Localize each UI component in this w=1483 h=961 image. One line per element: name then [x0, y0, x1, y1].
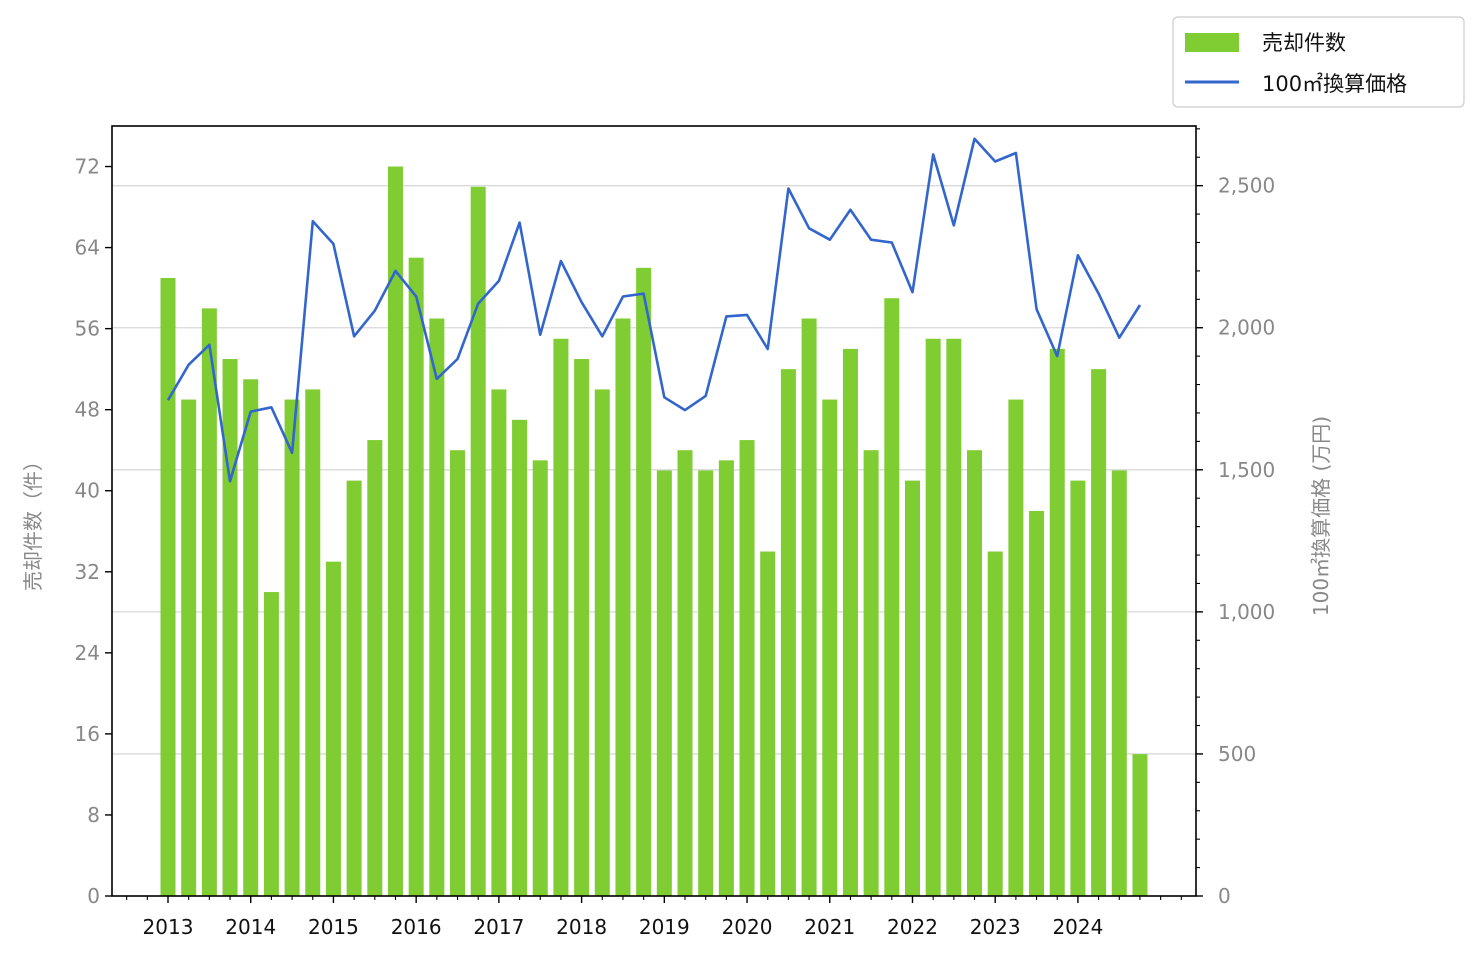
x-tick-label: 2021 [804, 915, 855, 939]
x-tick-label: 2023 [970, 915, 1021, 939]
left-tick-label: 24 [75, 641, 100, 665]
right-tick-label: 2,500 [1218, 174, 1275, 198]
bar [739, 440, 755, 896]
bar [863, 450, 879, 896]
bar [387, 166, 403, 897]
bar [760, 551, 776, 896]
bar [491, 389, 507, 896]
left-tick-label: 72 [75, 155, 100, 179]
bar [1029, 511, 1045, 896]
bar [822, 399, 838, 896]
bar [1091, 369, 1107, 896]
bar [1049, 348, 1065, 896]
x-tick-label: 2015 [308, 915, 359, 939]
bar [925, 338, 941, 896]
x-tick-label: 2020 [722, 915, 773, 939]
x-tick-label: 2022 [887, 915, 938, 939]
bar [1008, 399, 1024, 896]
bar [512, 419, 528, 896]
bar [429, 318, 445, 896]
bar [450, 450, 466, 896]
x-tick-label: 2016 [391, 915, 442, 939]
bar [967, 450, 983, 896]
left-tick-label: 56 [75, 317, 100, 341]
x-tick-label: 2019 [639, 915, 690, 939]
bar [780, 369, 796, 896]
bar [160, 277, 176, 896]
bar [367, 440, 383, 896]
legend-label-line: 100㎡換算価格 [1262, 72, 1407, 96]
bar [532, 460, 548, 896]
bar [1111, 470, 1127, 896]
series-line [166, 137, 1142, 483]
legend: 売却件数 100㎡換算価格 [1172, 16, 1465, 108]
legend-box [1172, 16, 1465, 108]
x-tick-label: 2014 [225, 915, 276, 939]
bar [305, 389, 321, 896]
bar [718, 460, 734, 896]
bar [698, 470, 714, 896]
bar [615, 318, 631, 896]
bar [222, 359, 238, 896]
right-tick-label: 2,000 [1218, 316, 1275, 340]
x-tick-label: 2017 [473, 915, 524, 939]
bar-series [160, 166, 1148, 897]
left-tick-label: 64 [75, 236, 100, 260]
bar [987, 551, 1003, 896]
bar [346, 480, 362, 896]
plot-frame [111, 125, 1197, 897]
bar [1070, 480, 1086, 896]
bar [1132, 754, 1148, 896]
right-tick-label: 0 [1218, 884, 1231, 908]
bar [574, 359, 590, 896]
bar [677, 450, 693, 896]
bar [884, 298, 900, 897]
x-tick-label: 2013 [143, 915, 194, 939]
bar [408, 257, 424, 896]
bar [263, 592, 279, 896]
left-tick-label: 32 [75, 560, 100, 584]
x-axis: 2013 2014 2015 2016 2017 2018 2019 2020 2021 2022… [126, 896, 1182, 939]
bar [594, 389, 610, 896]
bar [181, 399, 197, 896]
bar [946, 338, 962, 896]
y-axis-right-title: 100㎡換算価格 (万円) [1309, 416, 1333, 616]
left-tick-label: 48 [75, 398, 100, 422]
bar [801, 318, 817, 896]
right-tick-label: 500 [1218, 742, 1256, 766]
left-tick-label: 16 [75, 722, 100, 746]
x-tick-label: 2018 [556, 915, 607, 939]
bar [201, 308, 217, 896]
left-axis: 0 8 16 24 32 40 48 56 64 72 [75, 155, 112, 908]
right-axis: 0 500 1,000 1,500 2,000 2,500 [1196, 128, 1275, 908]
bar [325, 561, 341, 896]
legend-label-bar: 売却件数 [1262, 31, 1346, 55]
legend-swatch-bar [1185, 33, 1239, 52]
bar [470, 186, 486, 896]
bar [636, 267, 652, 896]
left-tick-label: 40 [75, 479, 100, 503]
bar [842, 348, 858, 896]
right-tick-label: 1,000 [1218, 600, 1275, 624]
bar [284, 399, 300, 896]
left-tick-label: 8 [87, 803, 100, 827]
left-tick-label: 0 [87, 884, 100, 908]
bar [656, 470, 672, 896]
bar [243, 379, 259, 897]
bar [904, 480, 920, 896]
bar [553, 338, 569, 896]
x-tick-label: 2024 [1052, 915, 1103, 939]
right-tick-label: 1,500 [1218, 458, 1275, 482]
y-axis-left-title: 売却件数（件） [21, 451, 45, 591]
line-series [166, 137, 1142, 483]
